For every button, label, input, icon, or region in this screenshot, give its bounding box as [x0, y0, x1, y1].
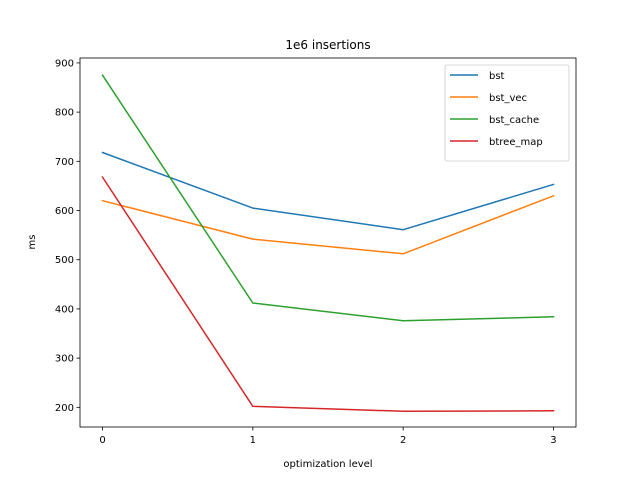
series-line-bst [101, 151, 555, 231]
series-line-btree-map [101, 176, 555, 413]
y-tick-label: 900 [55, 58, 74, 69]
x-tick-label: 2 [400, 435, 406, 446]
x-tick-label: 1 [250, 435, 256, 446]
y-tick-label: 200 [55, 403, 74, 414]
legend-box [444, 64, 570, 162]
y-tick-label: 700 [55, 157, 74, 168]
series-line-bst-cache [101, 74, 555, 322]
legend-label: btree_map [489, 137, 543, 148]
y-tick-label: 600 [55, 206, 74, 217]
chart-title: 1e6 insertions [285, 38, 370, 52]
series-line-bst-vec [101, 194, 555, 255]
legend-label: bst_cache [489, 115, 539, 126]
plot-frame [79, 57, 577, 428]
y-tick-label: 300 [55, 354, 74, 365]
y-tick-label: 800 [55, 108, 74, 119]
x-tick-label: 0 [99, 435, 105, 446]
series-lines [101, 74, 555, 413]
y-tick-label: 500 [55, 255, 74, 266]
x-axis-ticks: 0 1 2 3 [99, 427, 557, 446]
x-tick-label: 3 [550, 435, 556, 446]
y-tick-label: 400 [55, 304, 74, 315]
y-axis-ticks: 200 300 400 500 600 700 800 900 [55, 58, 80, 414]
x-axis-label: optimization level [283, 459, 372, 470]
legend-label: bst [489, 71, 505, 82]
legend: bst bst_vec bst_cache btree_map [444, 64, 570, 162]
legend-label: bst_vec [489, 93, 527, 104]
y-axis-label: ms [27, 235, 38, 250]
